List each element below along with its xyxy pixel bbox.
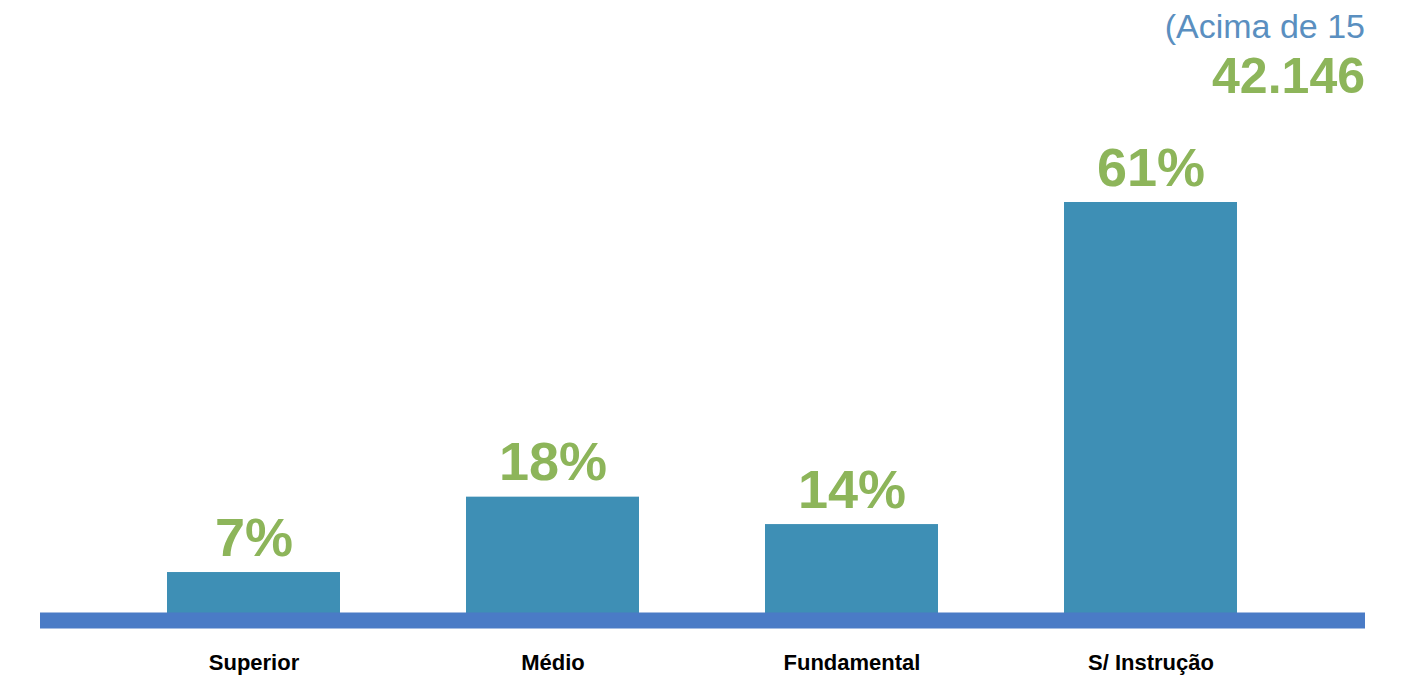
html-text:(Acima de 15: (Acima de 15 — [1164, 7, 1365, 45]
html-text:42.146: 42.146 — [1212, 48, 1365, 104]
svg-text:Médio: Médio — [521, 650, 585, 675]
svg-text:7%: 7% — [215, 507, 293, 567]
svg-text:14%: 14% — [798, 459, 906, 519]
svg-text:Superior: Superior — [209, 650, 300, 675]
svg-text:18%: 18% — [499, 431, 607, 491]
svg-text:S/ Instrução: S/ Instrução — [1088, 650, 1214, 675]
svg-text:61%: 61% — [1097, 137, 1205, 197]
svg-text:Fundamental: Fundamental — [784, 650, 921, 675]
